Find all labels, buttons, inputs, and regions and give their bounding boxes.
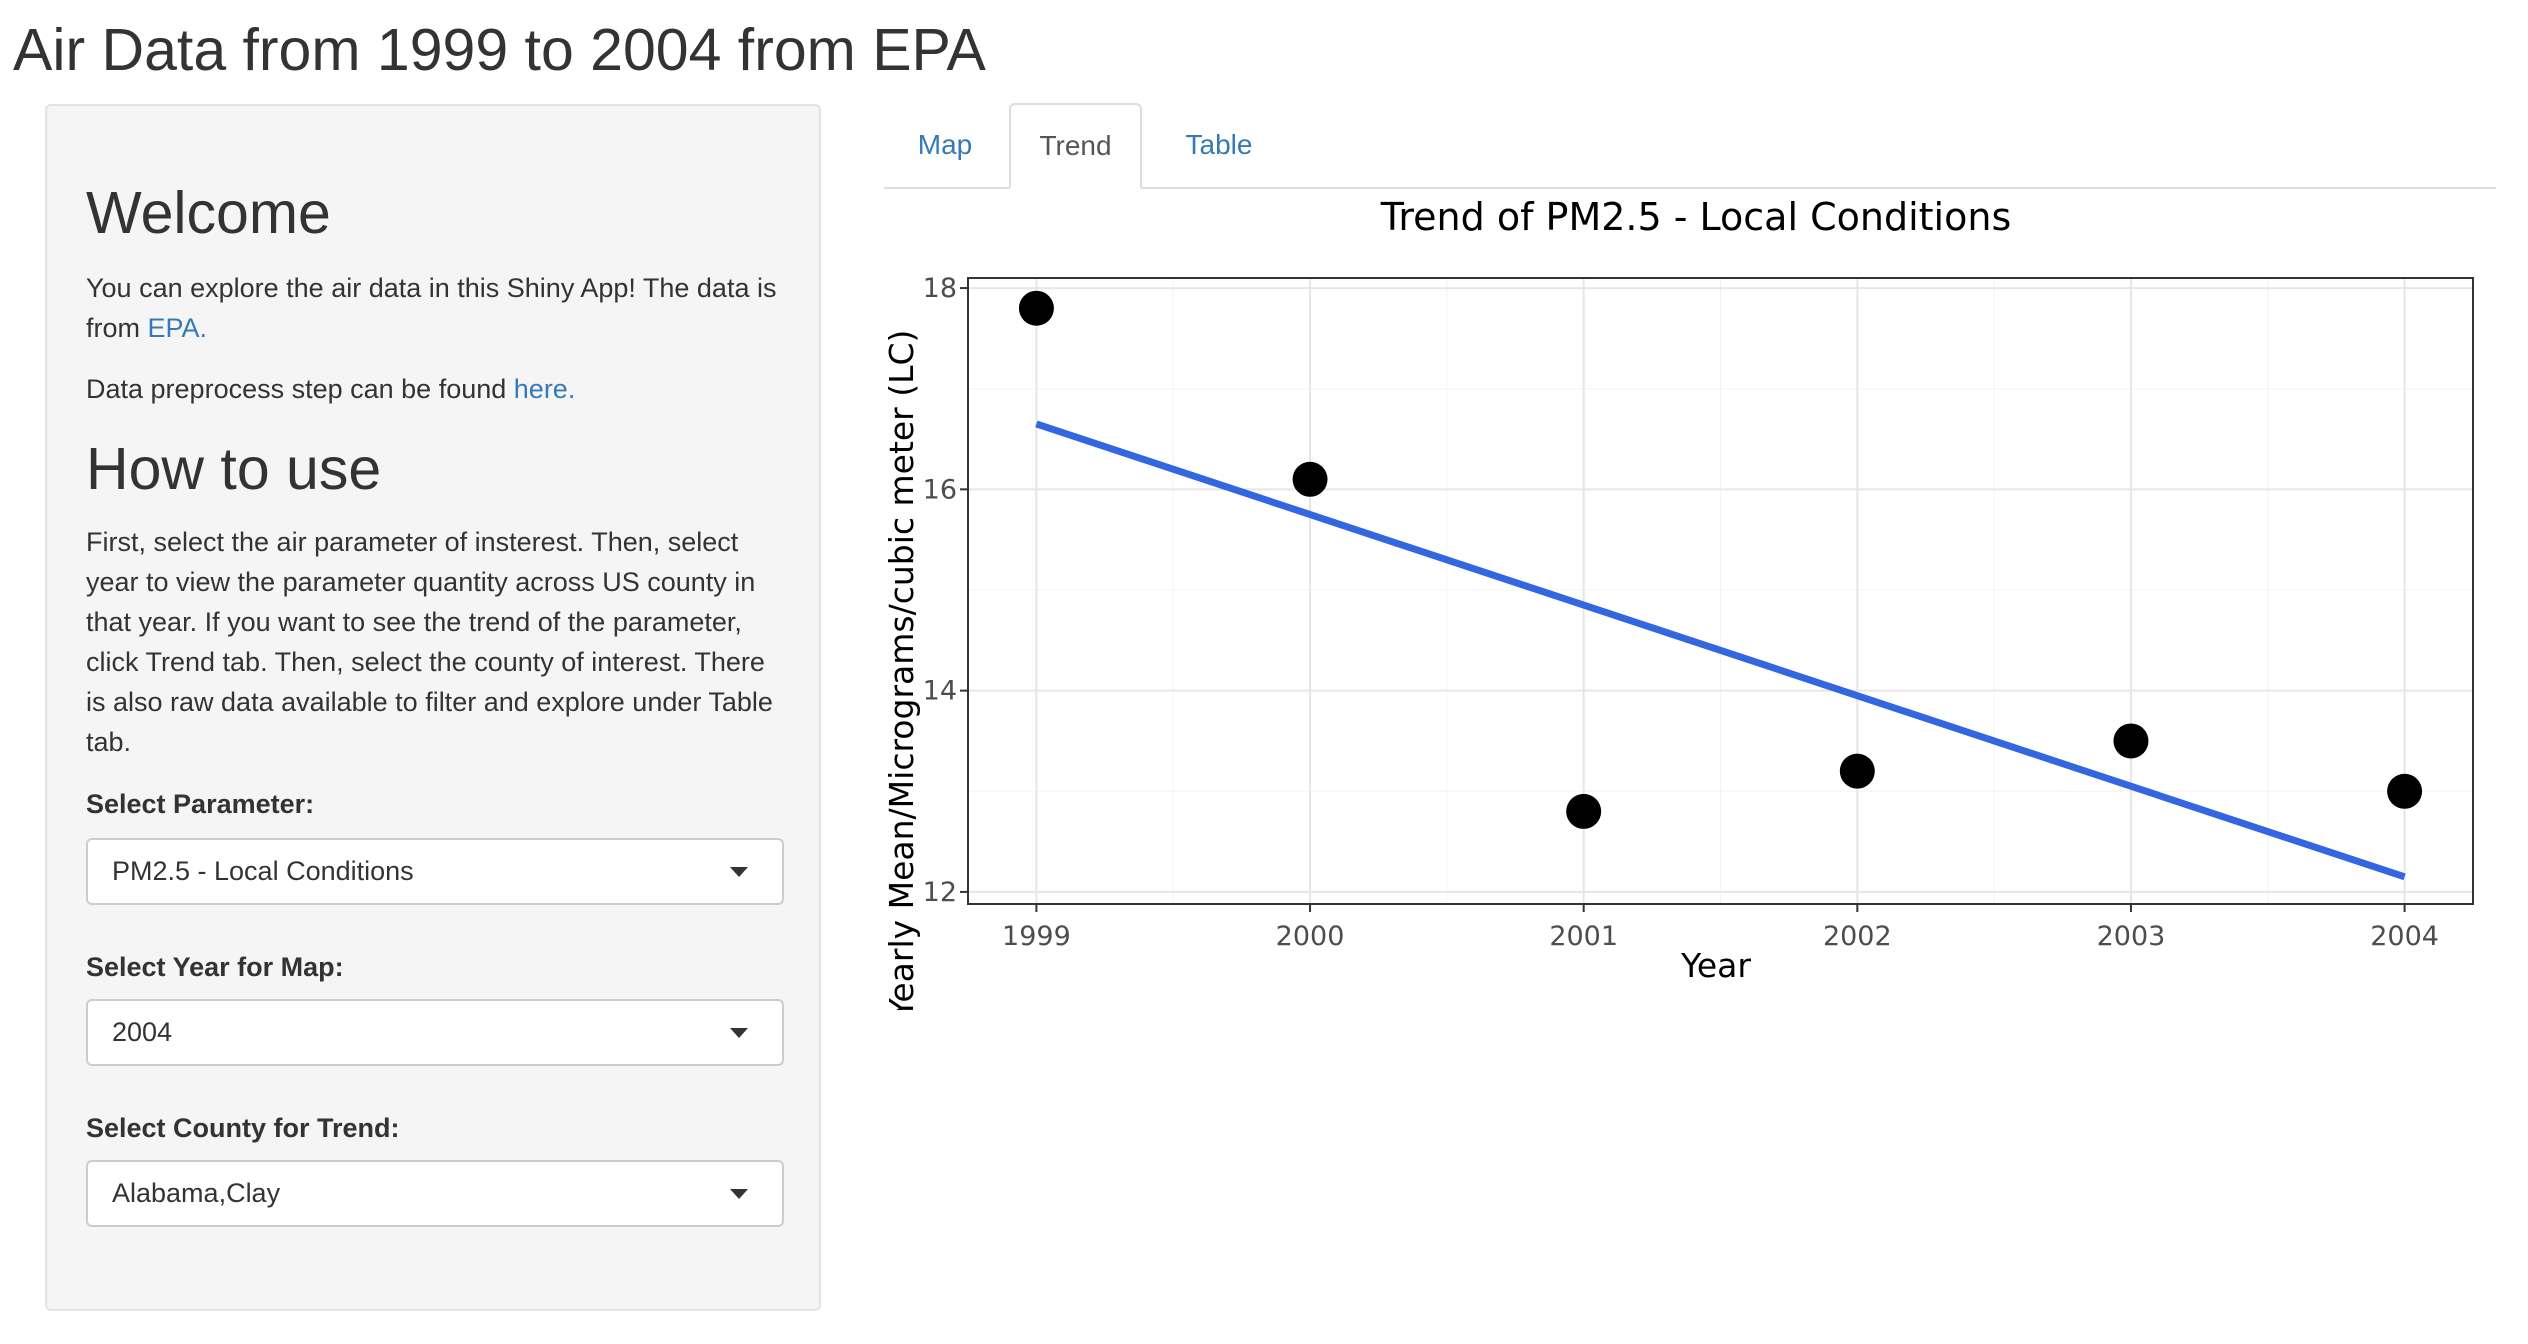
select-county-value: Alabama,Clay [112,1178,281,1208]
y-tick-label: 18 [923,273,957,304]
x-tick-label: 2002 [1823,921,1892,952]
x-tick-label: 2001 [1549,921,1618,952]
select-year-dropdown[interactable]: 2004 [86,999,784,1066]
y-tick-label: 12 [923,877,957,908]
how-to-use-text: First, select the air parameter of inste… [86,527,773,757]
data-point [1018,290,1054,326]
select-parameter-value: PM2.5 - Local Conditions [112,856,414,886]
y-tick-label: 14 [923,676,957,707]
welcome-text: You can explore the air data in this Shi… [86,268,780,348]
select-county-dropdown[interactable]: Alabama,Clay [86,1160,784,1227]
select-parameter-dropdown[interactable]: PM2.5 - Local Conditions [86,838,784,905]
data-point [2113,723,2149,759]
here-link[interactable]: here. [513,374,576,404]
trend-line [1035,420,2406,881]
app-title: Air Data from 1999 to 2004 from EPA [13,17,986,83]
x-tick-label: 2000 [1276,921,1345,952]
welcome-heading: Welcome [86,180,331,246]
trend-chart: Trend of PM2.5 - Local Conditions 12 14 16… [882,195,2474,1010]
tab-map[interactable]: Map [917,129,973,160]
chevron-down-icon [730,867,748,877]
tab-table[interactable]: Table [1185,129,1253,160]
x-axis-label: Year [1680,946,1751,985]
select-year-value: 2004 [112,1017,173,1047]
sidebar-panel: Welcome You can explore the air data in … [45,104,821,1311]
how-to-use-heading: How to use [86,436,382,502]
data-point [1839,753,1875,789]
preprocess-text: Data preprocess step can be found here. [86,369,780,409]
y-axis-label: Yearly Mean/Micrograms/cubic meter (LC) [882,330,921,1010]
select-year-label: Select Year for Map: [86,952,344,982]
chart-title: Trend of PM2.5 - Local Conditions [1380,195,2012,239]
plot-border [967,277,2474,905]
chevron-down-icon [730,1028,748,1038]
y-tick-label: 16 [923,474,957,505]
data-point [1566,793,1602,829]
preprocess-text-body: Data preprocess step can be found [86,374,514,404]
x-tick-label: 1999 [1002,921,1071,952]
welcome-text-body: You can explore the air data in this Shi… [86,273,777,343]
chevron-down-icon [730,1189,748,1199]
select-county-label: Select County for Trend: [86,1113,400,1143]
tab-bar: Map Trend Table [884,103,2496,189]
data-point [1292,461,1328,497]
x-tick-label: 2003 [2097,921,2166,952]
data-point [2387,773,2423,809]
x-tick-label: 2004 [2370,921,2439,952]
epa-link[interactable]: EPA. [147,313,208,343]
select-parameter-label: Select Parameter: [86,789,315,819]
tab-trend[interactable]: Trend [1009,103,1142,189]
